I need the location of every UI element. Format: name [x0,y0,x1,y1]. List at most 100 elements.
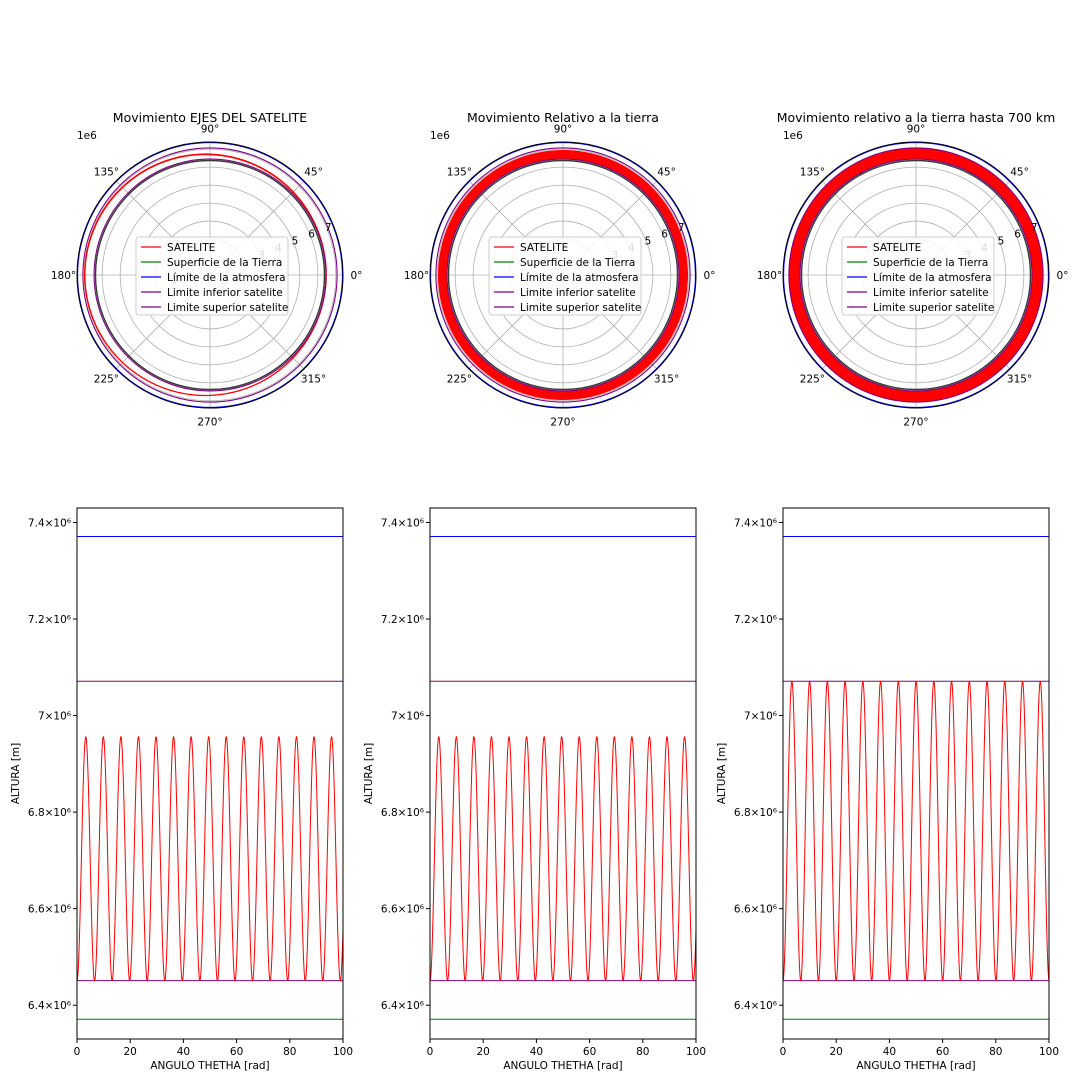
legend-label: Limite superior satelite [520,302,641,314]
y-tick-label: 7×10⁶ [38,711,71,723]
y-tick-label: 7.4×10⁶ [381,517,424,529]
legend-label: SATELITE [873,242,921,254]
radial-tick-label: 6 [308,229,315,241]
angle-tick-label: 180° [51,270,76,282]
polar-frame [782,141,1050,409]
x-tick-label: 40 [883,1046,896,1058]
y-tick-label: 7.2×10⁶ [28,614,71,626]
x-tick-label: 0 [74,1046,81,1058]
x-tick-label: 20 [477,1046,490,1058]
series-ring [446,158,680,392]
y-axis-label: ALTURA [m] [10,743,22,805]
line-chart-1: 0 20 40 60 80 100 6.4×10⁶ 6.6×10⁶ 6.8×10⁶ 7×10⁶ 7.… [10,507,353,1072]
angle-tick-label: 225° [94,374,119,386]
x-tick-label: 100 [1039,1046,1059,1058]
y-tick-label: 6.8×10⁶ [28,807,71,819]
x-tick-label: 100 [686,1046,706,1058]
earth-surface-ring [447,159,679,391]
legend-label: Limite inferior satelite [167,287,283,299]
series-ring [782,141,1050,409]
y-tick-label: 6.4×10⁶ [28,1000,71,1012]
series-ring [429,141,697,409]
y-tick-label: 6.6×10⁶ [28,904,71,916]
y-tick-label: 6.8×10⁶ [734,807,777,819]
angle-tick-label: 90° [907,124,926,136]
legend-label: Superficie de la Tierra [520,257,635,269]
angle-tick-label: 270° [197,416,222,428]
legend: SATELITE Superficie de la Tierra Límite de… [841,236,995,316]
legend-label: Limite superior satelite [873,302,994,314]
polar-chart-3: Movimiento relativo a la tierra hasta 70… [757,110,1069,428]
series-ring [788,147,1044,403]
line-chart-3: 0 20 40 60 80 100 6.4×10⁶ 6.6×10⁶ 6.8×10⁶ 7×10⁶ 7.… [716,507,1059,1072]
legend-label: Limite inferior satelite [520,287,636,299]
angle-tick-label: 270° [550,416,575,428]
y-tick-label: 7.4×10⁶ [734,517,777,529]
y-tick-label: 7×10⁶ [744,711,777,723]
legend-box [841,236,995,316]
legend: SATELITE Superficie de la Tierra Límite de… [135,236,289,316]
angle-tick-label: 225° [800,374,825,386]
x-tick-label: 0 [427,1046,434,1058]
y-tick-label: 6.8×10⁶ [381,807,424,819]
y-tick-label: 7×10⁶ [391,711,424,723]
y-tick-label: 6.4×10⁶ [734,1000,777,1012]
satellite-line [429,735,697,982]
series-ring [799,158,1033,392]
polar-chart-1: Movimiento EJES DEL SATELITE1e6345670°45… [51,110,363,428]
x-tick-label: 60 [936,1046,949,1058]
radial-tick-label: 6 [1014,229,1021,241]
angle-tick-label: 45° [657,166,676,178]
y-tick-label: 6.4×10⁶ [381,1000,424,1012]
radial-tick-label: 7 [325,222,332,234]
angle-tick-label: 90° [554,124,573,136]
axes-frame [429,507,697,1040]
angle-tick-label: 135° [94,166,119,178]
satellite-line [782,680,1050,982]
x-tick-label: 60 [230,1046,243,1058]
axes-frame [782,507,1050,1040]
polar-chart-2: Movimiento Relativo a la tierra1e6345670… [404,110,716,428]
line-chart-2: 0 20 40 60 80 100 6.4×10⁶ 6.6×10⁶ 6.8×10⁶ 7×10⁶ 7.… [363,507,706,1072]
x-tick-label: 60 [583,1046,596,1058]
angle-tick-label: 180° [757,270,782,282]
angle-tick-label: 315° [654,374,679,386]
polar-frame [429,141,697,409]
earth-surface-ring [800,159,1032,391]
y-axis-label: ALTURA [m] [363,743,375,805]
axes-frame [76,507,344,1040]
legend-label: Límite de la atmosfera [167,272,286,284]
angle-tick-label: 225° [447,374,472,386]
earth-surface-ring [94,159,326,391]
legend-label: Límite de la atmosfera [520,272,639,284]
x-tick-label: 80 [989,1046,1002,1058]
angle-tick-label: 0° [704,270,716,282]
x-axis-label: ANGULO THETHA [rad] [503,1060,622,1072]
radial-tick-label: 7 [1031,222,1038,234]
angle-tick-label: 90° [201,124,220,136]
radial-tick-label: 5 [998,236,1005,248]
x-tick-label: 80 [283,1046,296,1058]
x-tick-label: 20 [124,1046,137,1058]
legend-label: Límite de la atmosfera [873,272,992,284]
series-ring [76,141,344,409]
legend-label: SATELITE [167,242,215,254]
y-tick-label: 6.6×10⁶ [734,904,777,916]
legend-label: Superficie de la Tierra [167,257,282,269]
offset-label: 1e6 [77,130,97,142]
legend-label: Limite inferior satelite [873,287,989,299]
x-tick-label: 20 [830,1046,843,1058]
legend-label: SATELITE [520,242,568,254]
series-ring [82,147,338,403]
angle-tick-label: 315° [1007,374,1032,386]
chart-title: Movimiento relativo a la tierra hasta 70… [777,110,1056,125]
y-axis-label: ALTURA [m] [716,743,728,805]
radial-tick-label: 5 [645,236,652,248]
x-tick-label: 40 [530,1046,543,1058]
legend: SATELITE Superficie de la Tierra Límite de… [488,236,642,316]
angle-tick-label: 315° [301,374,326,386]
series-ring [93,158,327,392]
satellite-band [788,147,1044,403]
angle-tick-label: 135° [800,166,825,178]
